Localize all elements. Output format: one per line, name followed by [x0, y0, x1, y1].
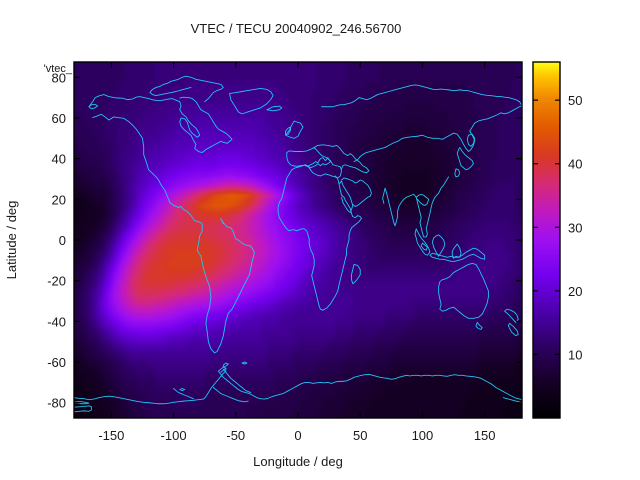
series-key-label: 'vtec_: [44, 63, 73, 75]
coastline-path: [277, 165, 362, 311]
coastline-path: [504, 308, 519, 323]
coastline-path: [74, 366, 522, 405]
coastline-path: [285, 120, 304, 139]
coastline-path: [74, 405, 92, 413]
coastline-path: [456, 146, 474, 171]
coastline-path: [466, 133, 476, 147]
y-tick-label: -40: [47, 314, 66, 329]
coastline-path: [353, 105, 522, 163]
coastline-path: [321, 84, 522, 108]
coastline-path: [88, 104, 99, 110]
coastline-path: [338, 180, 354, 213]
colorbar-ticks: 10 20 30 40 50: [533, 93, 582, 362]
colorbar: [532, 61, 561, 419]
coastline-path: [303, 157, 331, 169]
colorbar-tick-label: 40: [568, 157, 582, 172]
coastline-path: [507, 322, 519, 337]
y-tick-label: -20: [47, 274, 66, 289]
x-tick-label: 100: [412, 428, 434, 443]
coastline-path: [149, 75, 224, 103]
coastline-path: [420, 242, 428, 251]
x-tick-label: -100: [161, 428, 187, 443]
coastline-path: [266, 105, 283, 112]
coastline-path: [351, 263, 361, 285]
coastline-overlay: [74, 75, 522, 413]
x-tick-label: 0: [294, 428, 301, 443]
coastline-path: [438, 262, 489, 319]
coastline-path: [313, 144, 370, 174]
coastline-path: [222, 368, 252, 394]
coastline-path: [222, 362, 229, 368]
coastline-path: [341, 177, 372, 207]
x-tick-label: -150: [98, 428, 124, 443]
x-axis-ticks: -150 -100 -50 0 50 100 150: [98, 62, 496, 443]
y-tick-label: 0: [59, 233, 66, 248]
coastline-path: [285, 126, 291, 136]
coastline-path: [429, 247, 486, 262]
x-tick-label: 50: [353, 428, 367, 443]
colorbar-tick-label: 10: [568, 347, 582, 362]
coastline-path: [92, 113, 255, 354]
coastline-path: [454, 168, 461, 178]
colorbar-tick-label: 30: [568, 220, 582, 235]
coastline-path: [74, 401, 90, 405]
coastline-path: [431, 234, 446, 257]
coastline-path: [173, 388, 194, 400]
coastline-path: [88, 94, 233, 153]
coastline-path: [241, 361, 248, 365]
x-tick-label: -50: [226, 428, 245, 443]
coastline-path: [475, 321, 483, 330]
coastline-path: [414, 228, 431, 256]
y-axis-ticks: 80 60 40 20 0 -20 -40 -60 -80: [47, 70, 522, 411]
colorbar-tick-label: 50: [568, 93, 582, 108]
vtec-raster: [74, 62, 522, 418]
colorbar-frame: [532, 61, 561, 419]
colorbar-gradient: [533, 62, 560, 418]
vtec-heatmap: [74, 62, 522, 418]
coastline-path: [220, 367, 227, 373]
coastline-path: [229, 88, 274, 115]
y-tick-label: -60: [47, 355, 66, 370]
y-tick-label: -80: [47, 396, 66, 411]
x-axis-label: Longitude / deg: [253, 454, 343, 469]
coastline-path: [451, 243, 462, 259]
coastline-path: [502, 397, 522, 404]
y-axis-label: Latitude / deg: [4, 201, 19, 280]
colorbar-tick-label: 20: [568, 284, 582, 299]
coastline-path: [212, 387, 249, 403]
y-tick-label: 20: [52, 192, 66, 207]
y-tick-label: 40: [52, 152, 66, 167]
chart-title: VTEC / TECU 20040902_246.56700: [191, 21, 402, 36]
y-tick-label: 60: [52, 111, 66, 126]
coastline-path: [415, 193, 430, 206]
coastline-path: [179, 388, 186, 391]
y-tick-label: 80: [52, 70, 66, 85]
x-tick-label: 150: [474, 428, 496, 443]
